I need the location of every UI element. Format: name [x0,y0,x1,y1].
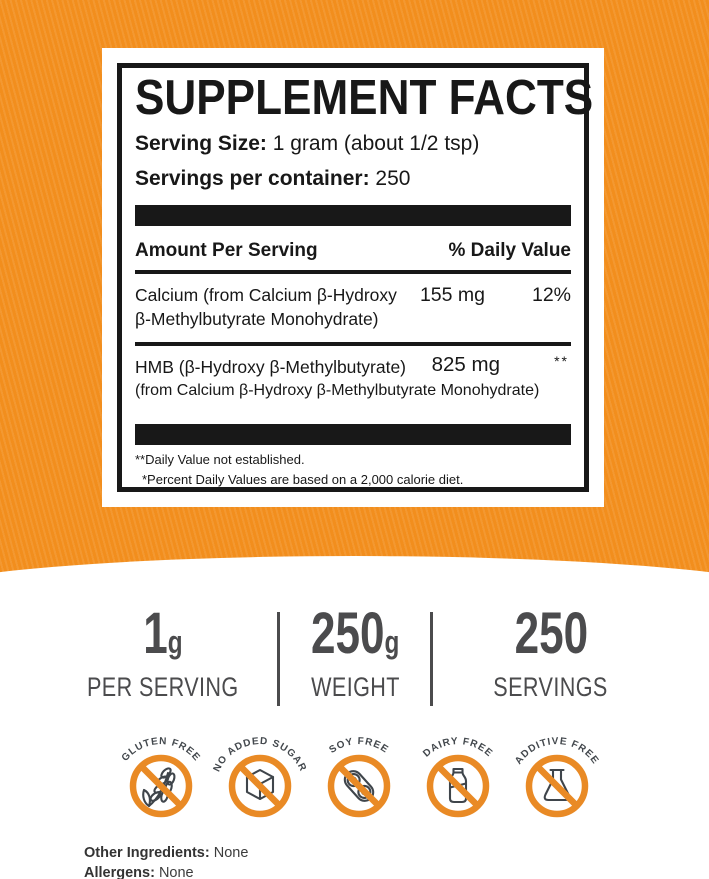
badge-label: ADDITIVE FREE [513,736,601,767]
facts-title: SUPPLEMENT FACTS [135,71,594,125]
badge-gluten-free: GLUTEN FREE [120,736,201,818]
serving-size-line: Serving Size: 1 gram (about 1/2 tsp) [135,132,571,156]
rule-between-rows [135,342,571,346]
facts-header-row: Amount Per Serving % Daily Value [135,240,571,270]
stat-label: WEIGHT [310,672,400,702]
nutrient-name: HMB (β-Hydroxy β-Methylbutyrate) [135,357,407,377]
stat-per-serving: 1g PER SERVING [63,601,263,703]
badge-dairy-free: DAIRY FREE [421,736,494,818]
badge-label: SOY FREE [327,736,390,756]
servings-value: 250 [369,167,411,190]
nutrient-row-calcium: Calcium (from Calcium β-Hydroxy β-Methylb… [135,274,571,342]
rule-under-header [135,270,571,274]
stat-weight: 250g WEIGHT [255,601,455,703]
supplement-facts-card: SUPPLEMENT FACTS Serving Size: 1 gram (a… [102,48,604,507]
stat-servings: 250 SERVINGS [451,601,651,703]
nutrient-source-line: (from Calcium β-Hydroxy β-Methylbutyrate… [135,382,540,399]
badge-additive-free: ADDITIVE FREE [513,736,601,818]
other-ingredients-value: None [209,845,249,861]
nutrient-amount: 825 mg [431,353,500,376]
stat-value: 1g [143,601,183,666]
nutrient-amount: 155 mg [419,284,485,306]
serving-size-label: Serving Size: [135,132,267,155]
stat-value: 250g [310,601,400,666]
footnotes: **Daily Value not established. *Percent … [135,450,571,490]
supplement-facts-panel: SUPPLEMENT FACTS Serving Size: 1 gram (a… [117,63,594,492]
nutrient-row-hmb: HMB (β-Hydroxy β-Methylbutyrate) 825 mg … [135,346,571,411]
allergens-value: None [154,865,194,879]
other-ingredients-line: Other Ingredients: None [84,843,248,863]
daily-value-header: % Daily Value [448,240,571,261]
other-ingredients-label: Other Ingredients: [84,845,210,861]
divider-bar-top [135,205,571,226]
nutrient-name: Calcium (from Calcium β-Hydroxy β-Methylb… [135,285,397,329]
stat-label: SERVINGS [493,672,609,702]
stat-divider [430,612,433,706]
nutrient-daily-value: 12% [531,284,571,306]
badge-soy-free: SOY FREE [327,736,391,818]
servings-label: Servings per container: [135,167,370,190]
stat-divider [277,612,280,706]
badge-no-added-sugar: NO ADDED SUGAR [212,736,307,818]
footer-ingredients: Other Ingredients: None Allergens: None [84,843,248,879]
amount-per-serving-header: Amount Per Serving [135,240,318,261]
servings-per-container-line: Servings per container: 250 [135,167,571,191]
stat-label: PER SERVING [87,672,239,702]
white-curved-section [0,556,709,879]
footnote-daily-value: **Daily Value not established. [135,452,305,467]
nutrient-daily-value: ** [554,353,569,369]
footnote-percent: *Percent Daily Values are based on a 2,0… [142,472,464,487]
allergens-label: Allergens: [84,865,155,879]
stat-value: 250 [514,601,588,666]
allergens-line: Allergens: None [84,863,248,879]
serving-size-value: 1 gram (about 1/2 tsp) [266,132,480,155]
divider-bar-bottom [135,424,571,445]
